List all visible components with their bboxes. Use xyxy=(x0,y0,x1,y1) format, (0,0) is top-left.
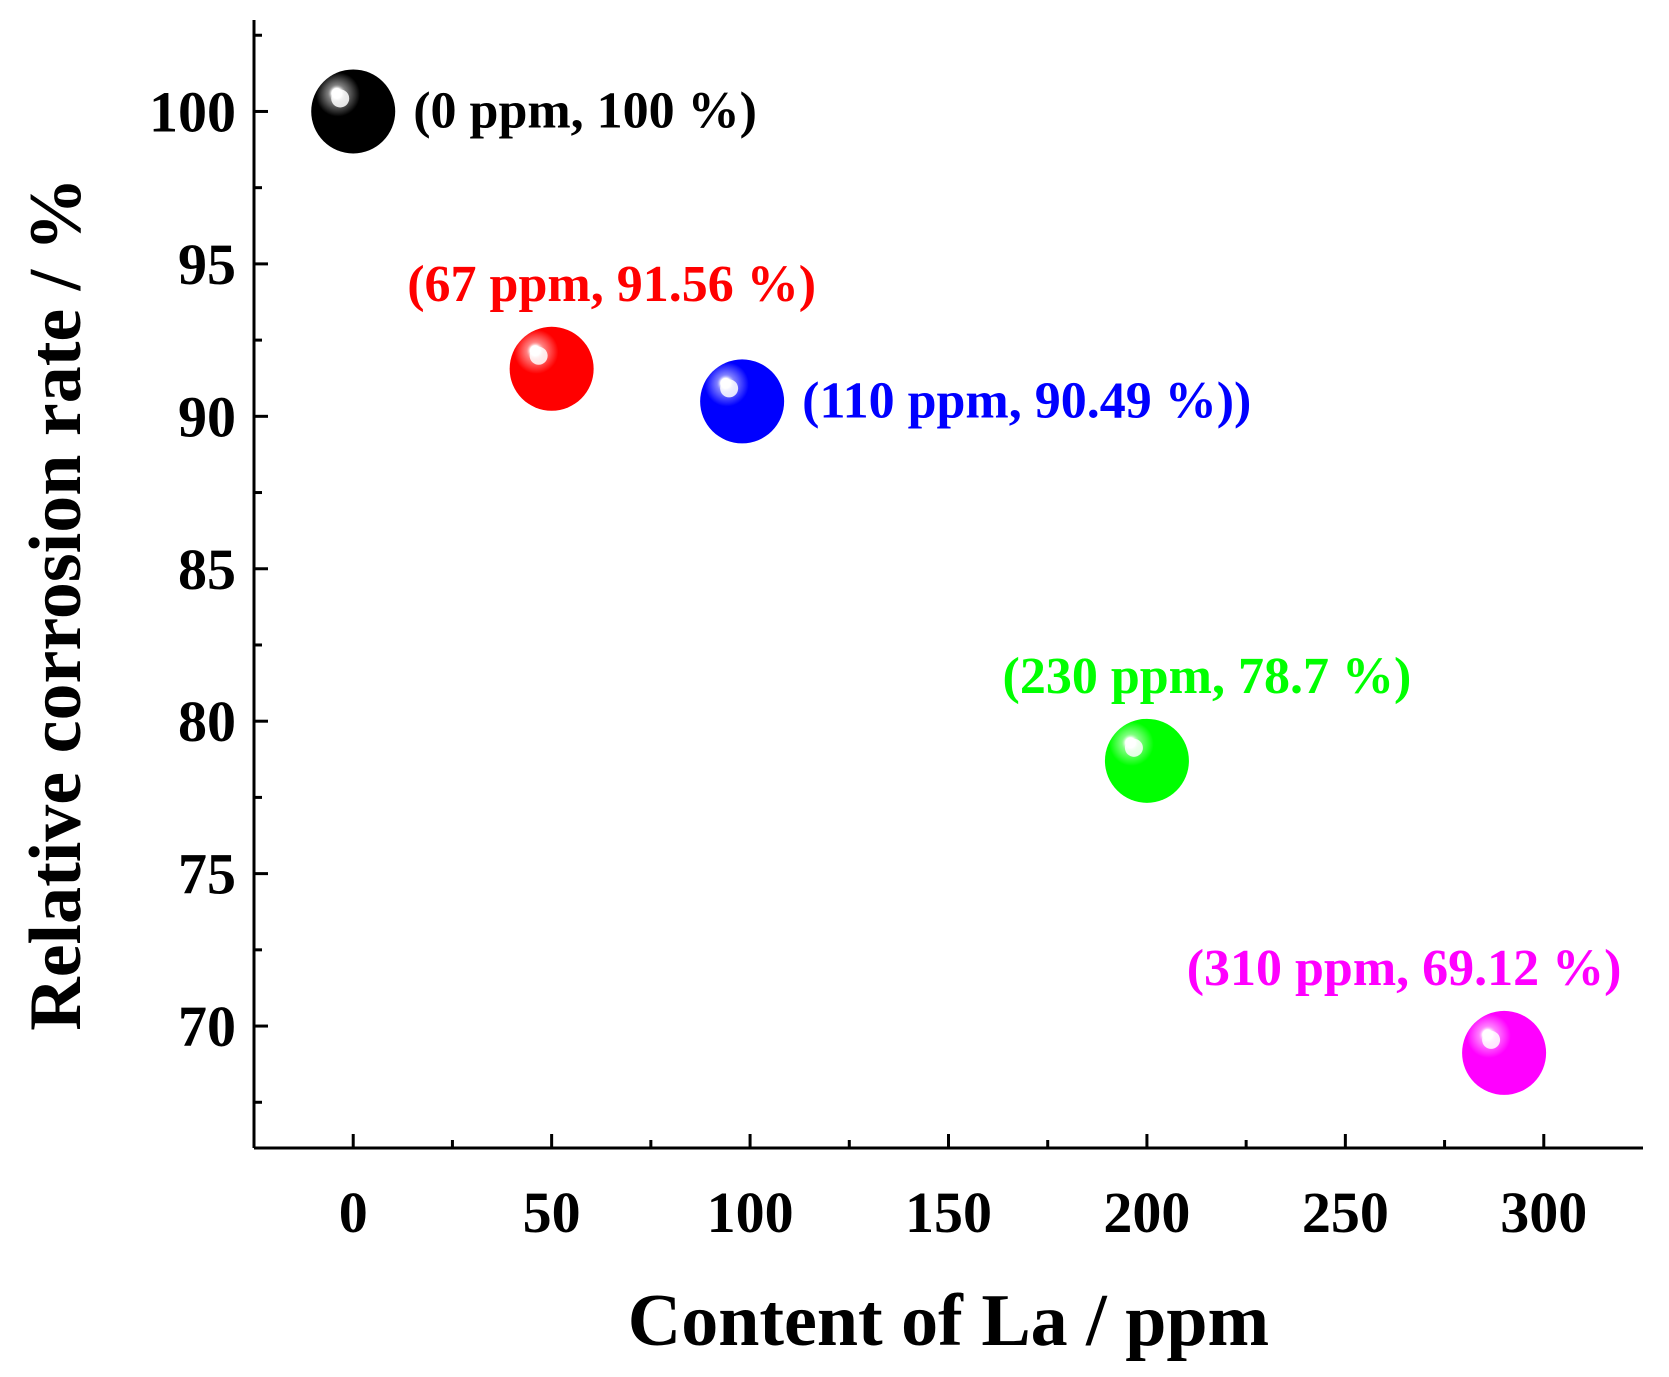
x-tick-label: 100 xyxy=(707,1180,794,1245)
data-points: (0 ppm, 100 %) (67 ppm, 91.56 %) (110 ppm,… xyxy=(311,69,1622,1095)
data-point-marker xyxy=(700,359,785,444)
y-tick-label: 70 xyxy=(178,994,236,1059)
marker-highlight xyxy=(331,89,350,108)
y-tick-label: 75 xyxy=(178,842,236,907)
marker-highlight xyxy=(720,379,739,398)
data-point-label: (110 ppm, 90.49 %)) xyxy=(802,372,1251,429)
data-point-label: (230 ppm, 78.7 %) xyxy=(1003,648,1412,705)
x-tick-label: 200 xyxy=(1103,1180,1190,1245)
data-point-marker xyxy=(311,69,396,154)
x-tick-label: 0 xyxy=(339,1180,368,1245)
x-tick-label: 250 xyxy=(1302,1180,1389,1245)
data-point-marker xyxy=(509,326,594,411)
axis-ticks: 0 50 100 150 200 250 300 70 75 80 85 90 95 100 xyxy=(149,33,1587,1245)
y-tick-label: 80 xyxy=(178,689,236,754)
y-axis-title: Relative corrosion rate / % xyxy=(15,177,97,1031)
data-point-label: (310 ppm, 69.12 %) xyxy=(1187,940,1622,997)
y-tick-label: 100 xyxy=(149,79,236,144)
data-point-label: (0 ppm, 100 %) xyxy=(413,82,757,139)
x-tick-label: 50 xyxy=(523,1180,581,1245)
x-tick-label: 150 xyxy=(905,1180,992,1245)
x-tick-label: 300 xyxy=(1500,1180,1587,1245)
data-point-marker xyxy=(1104,718,1189,803)
y-tick-label: 90 xyxy=(178,384,236,449)
data-point-marker xyxy=(1462,1010,1547,1095)
y-tick-label: 95 xyxy=(178,232,236,297)
x-axis-title: Content of La / ppm xyxy=(628,1280,1269,1362)
marker-highlight xyxy=(529,346,548,365)
data-point-label: (67 ppm, 91.56 %) xyxy=(407,256,816,313)
marker-highlight xyxy=(1124,738,1143,757)
y-tick-label: 85 xyxy=(178,537,236,602)
marker-highlight xyxy=(1482,1030,1501,1049)
